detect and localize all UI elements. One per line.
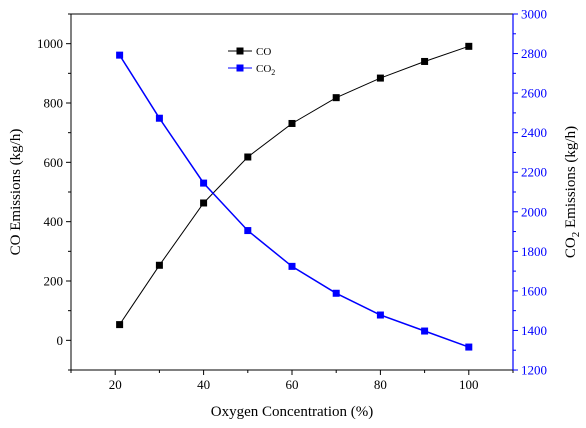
x-tick-label: 40 xyxy=(197,377,210,392)
data-point-co2 xyxy=(465,343,473,351)
data-point-co2 xyxy=(244,227,252,235)
data-point-co2 xyxy=(116,51,124,59)
left-tick-label: 1000 xyxy=(37,36,63,51)
data-point-co xyxy=(465,42,473,50)
right-tick-label: 2000 xyxy=(521,204,547,219)
right-tick-label: 2400 xyxy=(521,125,547,140)
right-tick-label: 1400 xyxy=(521,323,547,338)
data-point-co2 xyxy=(155,114,163,122)
x-tick-label: 100 xyxy=(459,377,479,392)
legend-label-co: CO xyxy=(256,46,271,58)
legend-marker-co xyxy=(236,47,244,55)
data-point-co xyxy=(244,153,252,161)
right-y-axis: 1200 1400 1600 1800 2000 2200 2400 2600 2800 3000 xyxy=(513,7,547,378)
legend: CO CO2 xyxy=(228,46,275,77)
legend-marker-co2 xyxy=(236,64,244,72)
data-point-co xyxy=(155,261,163,269)
right-tick-label: 1800 xyxy=(521,244,547,259)
right-tick-label: 3000 xyxy=(521,7,547,22)
legend-label-co2: CO2 xyxy=(256,63,275,77)
data-point-co xyxy=(116,321,124,329)
left-tick-label: 0 xyxy=(57,333,64,348)
data-point-co2 xyxy=(332,289,340,297)
series-line-co xyxy=(119,45,469,325)
right-tick-label: 1600 xyxy=(521,283,547,298)
x-tick-label: 20 xyxy=(109,377,122,392)
x-tick-label: 60 xyxy=(286,377,299,392)
data-point-co xyxy=(332,94,340,102)
right-tick-label: 2800 xyxy=(521,46,547,61)
left-axis-title: CO Emissions (kg/h) xyxy=(8,129,24,256)
data-point-co xyxy=(288,119,296,127)
left-tick-label: 200 xyxy=(44,274,64,289)
left-tick-label: 400 xyxy=(44,214,64,229)
right-axis-title: CO2 Emissions (kg/h) xyxy=(563,126,582,258)
data-point-co xyxy=(421,57,429,65)
left-tick-label: 800 xyxy=(44,96,64,111)
right-tick-label: 1200 xyxy=(521,363,547,378)
data-point-co2 xyxy=(376,311,384,319)
left-y-axis: 0 200 400 600 800 1000 xyxy=(37,13,71,371)
x-axis: 20 40 60 80 100 xyxy=(70,370,514,392)
data-point-co2 xyxy=(421,327,429,335)
data-point-co xyxy=(376,74,384,82)
x-axis-title: Oxygen Concentration (%) xyxy=(211,404,373,420)
plot-frame xyxy=(70,13,514,371)
x-tick-label: 80 xyxy=(374,377,387,392)
data-point-co2 xyxy=(200,179,208,187)
left-tick-label: 600 xyxy=(44,155,64,170)
right-tick-label: 2200 xyxy=(521,165,547,180)
right-tick-label: 2600 xyxy=(521,86,547,101)
series-layer xyxy=(116,42,473,351)
series-line-co2 xyxy=(118,54,470,348)
data-point-co2 xyxy=(288,262,296,270)
data-point-co xyxy=(200,199,208,207)
